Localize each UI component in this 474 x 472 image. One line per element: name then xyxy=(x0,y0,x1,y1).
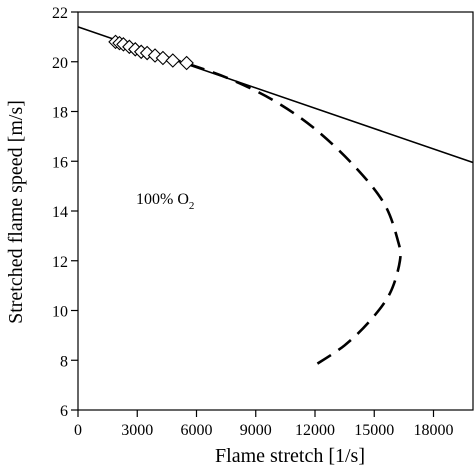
x-tick-label: 15000 xyxy=(354,422,394,439)
y-tick-label: 12 xyxy=(52,254,68,271)
diamond-marker xyxy=(179,55,194,71)
x-tick-label: 9000 xyxy=(240,422,272,439)
y-tick-label: 22 xyxy=(52,5,68,22)
diamond-marker xyxy=(155,50,171,66)
y-tick-label: 20 xyxy=(52,55,68,72)
annotation-text: 100% O xyxy=(136,191,189,208)
y-tick-label: 8 xyxy=(60,353,68,370)
y-tick-label: 14 xyxy=(52,204,68,221)
y-tick-label: 18 xyxy=(52,105,68,122)
x-tick-label: 12000 xyxy=(295,422,335,439)
x-tick-label: 0 xyxy=(74,422,82,439)
plot-frame xyxy=(77,11,474,411)
y-axis-title: Stretched flame speed [m/s] xyxy=(5,100,27,324)
y-tick-label: 6 xyxy=(60,403,68,420)
x-tick-label: 3000 xyxy=(121,422,153,439)
annotation-subscript: 2 xyxy=(189,200,195,212)
x-tick-label: 6000 xyxy=(181,422,213,439)
diamond-marker xyxy=(165,53,181,68)
x-axis-title: Flame stretch [1/s] xyxy=(215,445,365,467)
x-tick-label: 18000 xyxy=(414,422,454,439)
y-tick-label: 10 xyxy=(52,304,68,321)
y-tick-label: 16 xyxy=(52,154,68,171)
annotation: 100% O2 xyxy=(136,191,194,212)
